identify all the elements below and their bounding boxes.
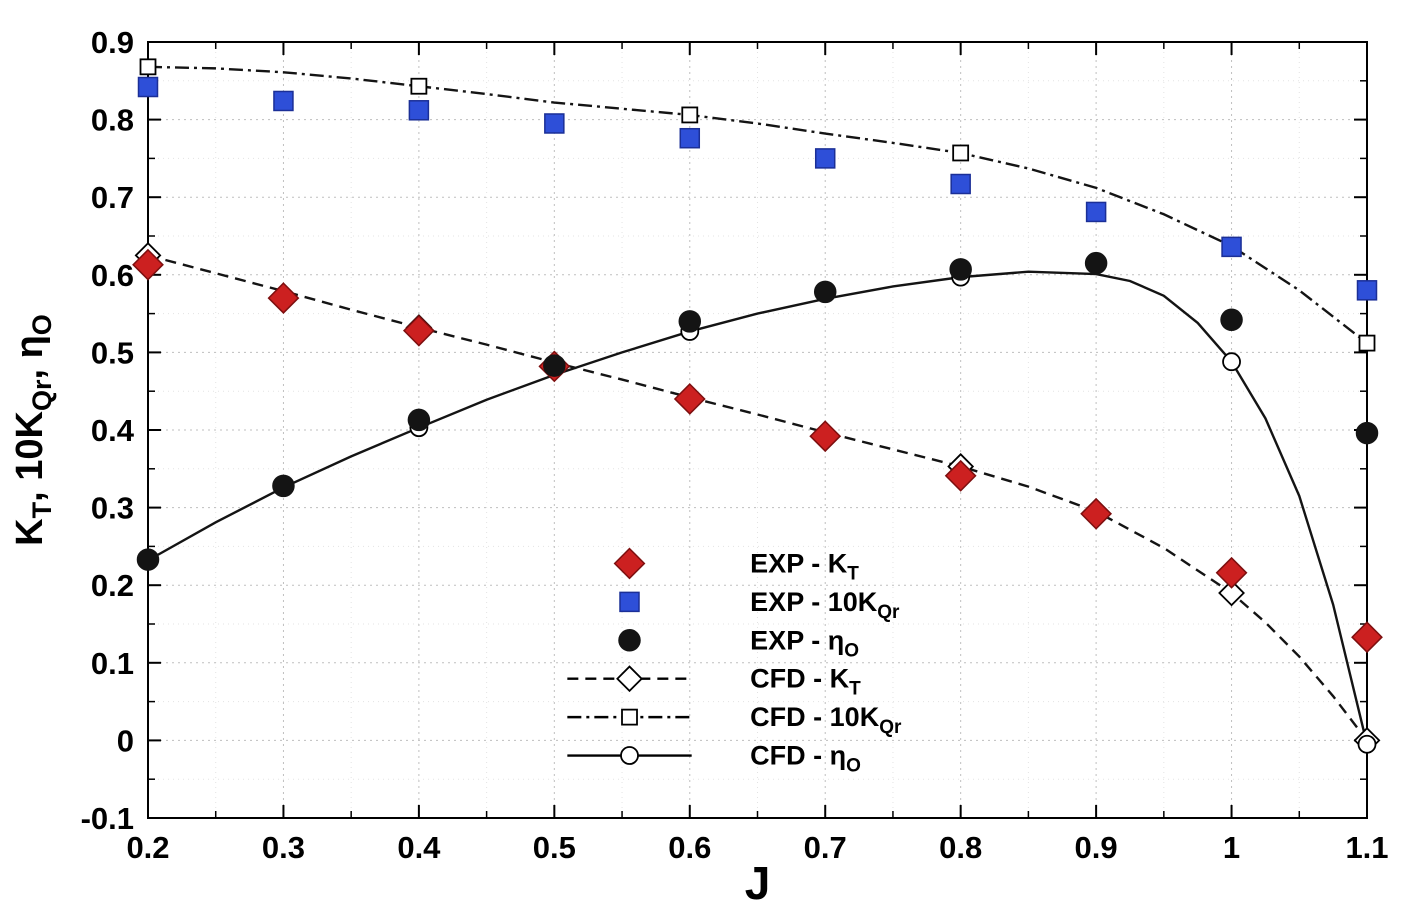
exp-marker xyxy=(272,474,295,498)
exp-marker xyxy=(137,76,159,98)
exp-marker xyxy=(679,127,701,149)
y-tick-label: 0.2 xyxy=(91,568,134,603)
exp-marker xyxy=(673,383,706,415)
exp-marker xyxy=(1355,421,1379,445)
x-tick-label: 0.3 xyxy=(262,830,305,865)
legend-marker xyxy=(613,547,646,580)
exp-marker xyxy=(1220,308,1243,332)
y-tick-label: 0.1 xyxy=(91,646,134,681)
legend-label: EXP - KT xyxy=(750,548,859,584)
exp-marker xyxy=(1084,251,1108,275)
legend-marker xyxy=(620,746,639,765)
x-tick-label: 1.1 xyxy=(1345,830,1388,865)
x-tick-label: 1 xyxy=(1223,830,1240,865)
exp-marker xyxy=(402,314,435,347)
y-tick-label: 0.7 xyxy=(91,180,134,215)
legend-label: CFD - ηO xyxy=(750,741,861,777)
cfd-marker xyxy=(1218,579,1245,607)
cfd-marker xyxy=(952,144,970,162)
exp-marker xyxy=(809,420,842,453)
exp-marker xyxy=(949,258,972,281)
exp-marker xyxy=(136,548,160,571)
y-axis-title: KT, 10KQr, ηO xyxy=(9,314,57,546)
x-tick-label: 0.2 xyxy=(126,830,169,865)
exp-marker xyxy=(543,354,566,377)
x-tick-label: 0.8 xyxy=(939,830,982,865)
exp-marker xyxy=(273,90,294,112)
legend-label: CFD - KT xyxy=(750,664,861,700)
x-tick-label: 0.5 xyxy=(533,830,576,865)
cfd-marker xyxy=(681,106,699,124)
exp-marker xyxy=(1080,497,1113,530)
cfd-curve xyxy=(147,65,1368,345)
exp-marker xyxy=(950,173,971,195)
y-tick-label: 0.3 xyxy=(91,491,134,526)
y-tick-label: -0.1 xyxy=(81,801,134,836)
legend-label: EXP - ηO xyxy=(750,625,859,661)
y-tick-label: 0.6 xyxy=(91,258,134,293)
cfd-marker xyxy=(410,77,428,95)
cfd-marker xyxy=(1222,352,1241,372)
legend-label: EXP - 10KQr xyxy=(750,587,900,623)
exp-marker xyxy=(814,148,836,169)
cfd-curve xyxy=(147,270,1369,745)
y-tick-label: 0.9 xyxy=(91,25,134,60)
x-axis-title: J xyxy=(745,857,771,909)
exp-marker xyxy=(1221,236,1242,258)
legend-marker xyxy=(616,665,643,693)
exp-marker xyxy=(544,113,565,134)
x-tick-label: 0.9 xyxy=(1075,830,1118,865)
y-tick-label: 0.8 xyxy=(91,103,134,138)
legend-label: CFD - 10KQr xyxy=(750,702,902,738)
cfd-marker xyxy=(1358,334,1376,352)
x-tick-label: 0.6 xyxy=(668,830,711,865)
exp-marker xyxy=(1356,280,1378,301)
exp-marker xyxy=(1215,556,1248,589)
exp-marker xyxy=(407,408,431,432)
cfd-marker xyxy=(1357,734,1377,754)
cfd-marker xyxy=(139,58,157,76)
y-tick-label: 0.4 xyxy=(91,413,135,448)
exp-marker xyxy=(813,280,837,304)
exp-marker xyxy=(1351,621,1383,654)
exp-marker xyxy=(408,100,430,121)
exp-marker xyxy=(1085,201,1107,223)
legend-marker xyxy=(618,629,641,652)
cfd-curve xyxy=(147,254,1368,742)
exp-marker xyxy=(678,310,702,333)
x-tick-label: 0.7 xyxy=(804,830,847,865)
y-tick-label: 0.5 xyxy=(91,335,134,370)
exp-marker xyxy=(944,459,977,492)
exp-marker xyxy=(132,248,164,281)
exp-marker xyxy=(267,282,300,314)
legend-marker xyxy=(621,708,638,726)
x-tick-label: 0.4 xyxy=(397,830,441,865)
legend-marker xyxy=(619,591,640,613)
y-tick-label: 0 xyxy=(117,723,134,758)
